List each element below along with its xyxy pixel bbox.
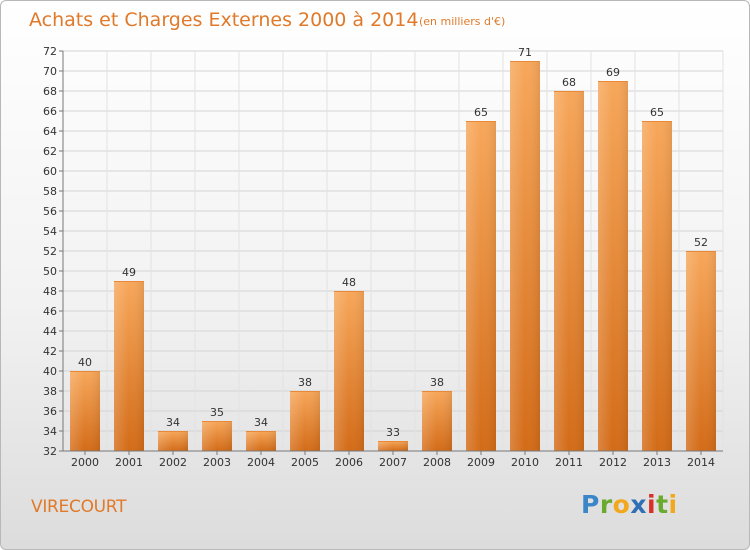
y-tick-label: 56 <box>43 205 57 218</box>
bar-highlight <box>422 391 452 451</box>
bar-highlight <box>70 371 100 451</box>
place-name: VIRECOURT <box>31 497 127 517</box>
y-tick-label: 52 <box>43 245 57 258</box>
x-tick-label: 2010 <box>511 456 539 469</box>
y-tick-label: 48 <box>43 285 57 298</box>
chart-subtitle: (en milliers d'€) <box>419 15 506 28</box>
data-label: 35 <box>210 406 224 419</box>
y-tick-label: 36 <box>43 405 57 418</box>
x-tick-label: 2005 <box>291 456 319 469</box>
data-label: 69 <box>606 66 620 79</box>
y-tick-label: 54 <box>43 225 57 238</box>
data-label: 34 <box>254 416 268 429</box>
y-tick-label: 58 <box>43 185 57 198</box>
x-tick-label: 2002 <box>159 456 187 469</box>
data-label: 65 <box>474 106 488 119</box>
bar-highlight <box>290 391 320 451</box>
data-label: 33 <box>386 426 400 439</box>
data-label: 52 <box>694 236 708 249</box>
logo-letter: x <box>630 490 647 519</box>
proxiti-logo: Proxiti <box>581 490 678 519</box>
bars <box>70 61 716 451</box>
bar-highlight <box>158 431 188 451</box>
x-tick-label: 2007 <box>379 456 407 469</box>
y-tick-label: 62 <box>43 145 57 158</box>
bar-highlight <box>334 291 364 451</box>
logo-letter: r <box>599 490 613 519</box>
data-label: 71 <box>518 46 532 59</box>
data-label: 40 <box>78 356 92 369</box>
y-tick-label: 66 <box>43 105 57 118</box>
data-label: 38 <box>298 376 312 389</box>
bar-highlight <box>686 251 716 451</box>
x-tick-label: 2011 <box>555 456 583 469</box>
data-label: 65 <box>650 106 664 119</box>
x-tick-label: 2001 <box>115 456 143 469</box>
x-tick-label: 2000 <box>71 456 99 469</box>
y-tick-label: 70 <box>43 65 57 78</box>
x-tick-label: 2009 <box>467 456 495 469</box>
y-tick-label: 46 <box>43 305 57 318</box>
chart-title: Achats et Charges Externes 2000 à 2014 <box>29 9 419 31</box>
x-tick-label: 2003 <box>203 456 231 469</box>
y-tick-label: 32 <box>43 445 57 458</box>
logo-letter: P <box>581 490 600 519</box>
y-tick-label: 72 <box>43 45 57 58</box>
bar-highlight <box>510 61 540 451</box>
data-label: 49 <box>122 266 136 279</box>
y-tick-label: 50 <box>43 265 57 278</box>
x-tick-label: 2004 <box>247 456 275 469</box>
bar-highlight <box>642 121 672 451</box>
y-tick-label: 40 <box>43 365 57 378</box>
y-tick-label: 64 <box>43 125 57 138</box>
y-tick-label: 34 <box>43 425 57 438</box>
data-label: 38 <box>430 376 444 389</box>
bar-highlight <box>598 81 628 451</box>
x-tick-label: 2008 <box>423 456 451 469</box>
labels: 32 34 36 38 40 42 44 46 48 50 52 54 56 58 60 62 64 66 68 70… <box>43 45 715 469</box>
logo-letter: i <box>668 490 678 519</box>
bar-highlight <box>114 281 144 451</box>
y-tick-label: 68 <box>43 85 57 98</box>
x-tick-label: 2012 <box>599 456 627 469</box>
bar-highlight <box>554 91 584 451</box>
logo-letter: i <box>647 490 657 519</box>
logo-letter: o <box>612 490 631 519</box>
axes <box>59 50 723 455</box>
y-tick-label: 44 <box>43 325 57 338</box>
data-label: 68 <box>562 76 576 89</box>
x-tick-label: 2013 <box>643 456 671 469</box>
data-label: 48 <box>342 276 356 289</box>
y-tick-label: 38 <box>43 385 57 398</box>
bar-highlight <box>378 441 408 451</box>
data-label: 34 <box>166 416 180 429</box>
y-tick-label: 60 <box>43 165 57 178</box>
bar-highlight <box>246 431 276 451</box>
logo-letter: t <box>656 490 669 519</box>
bar-highlight <box>202 421 232 451</box>
bar-highlight <box>466 121 496 451</box>
x-tick-label: 2006 <box>335 456 363 469</box>
y-tick-label: 42 <box>43 345 57 358</box>
x-tick-label: 2014 <box>687 456 715 469</box>
